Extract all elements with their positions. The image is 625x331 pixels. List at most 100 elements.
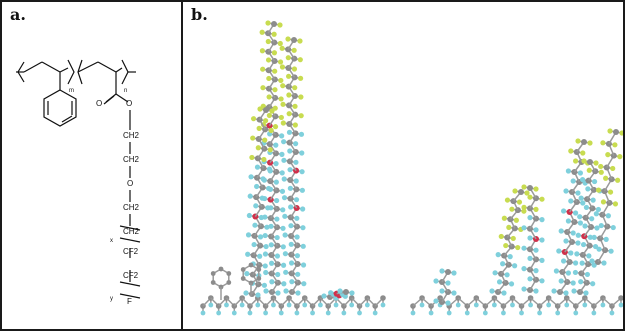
hydrogen-atom xyxy=(573,310,579,316)
hydrogen-atom xyxy=(328,290,334,296)
hydrogen-atom xyxy=(280,262,287,268)
subscript-m: m xyxy=(69,88,74,94)
hydrogen-atom xyxy=(275,290,281,296)
carbon-atom xyxy=(589,205,596,212)
fluorine-atom xyxy=(607,189,614,195)
fluorine-atom xyxy=(278,96,284,102)
hydrogen-atom xyxy=(295,271,301,277)
hydrogen-atom xyxy=(273,161,279,167)
hydrogen-atom xyxy=(561,258,567,264)
fluorine-atom xyxy=(617,154,623,160)
fluorine-atom xyxy=(612,201,619,207)
hydrogen-atom xyxy=(254,183,260,190)
hydrogen-atom xyxy=(301,281,307,287)
fluorine-atom xyxy=(286,111,292,117)
hydrogen-atom xyxy=(571,288,577,294)
hydrogen-atom xyxy=(273,142,279,148)
hydrogen-atom xyxy=(579,176,586,183)
hydrogen-atom xyxy=(216,310,222,316)
hydrogen-atom xyxy=(585,186,591,192)
hydrogen-atom xyxy=(539,237,545,243)
chain-group-3: O xyxy=(127,179,133,188)
hydrogen-atom xyxy=(280,207,286,213)
carbon-atom xyxy=(508,243,515,250)
hydrogen-atom xyxy=(455,302,461,308)
hydrogen-atom xyxy=(501,290,507,296)
hydrogen-atom xyxy=(504,272,510,278)
fluorine-atom xyxy=(278,77,284,84)
hydrogen-atom xyxy=(618,302,623,308)
hydrogen-atom xyxy=(565,168,571,174)
carbon-atom xyxy=(256,267,262,272)
hydrogen-atom xyxy=(410,310,416,316)
hydrogen-atom xyxy=(521,225,527,231)
fluorine-atom xyxy=(298,113,304,119)
hydrogen-atom xyxy=(293,159,299,165)
hydrogen-atom xyxy=(521,245,527,251)
hydrogen-atom xyxy=(265,205,271,211)
fluorine-atom xyxy=(266,94,272,100)
fluorine-atom xyxy=(278,114,284,121)
hydrogen-atom xyxy=(596,246,602,252)
carbon-atom xyxy=(226,271,232,276)
hydrogen-atom xyxy=(507,254,513,260)
hydrogen-atom xyxy=(299,187,305,193)
fluorine-atom xyxy=(615,177,621,183)
hydrogen-atom xyxy=(491,302,497,308)
hydrogen-atom xyxy=(527,255,533,261)
hydrogen-atom xyxy=(224,302,229,308)
hydrogen-atom xyxy=(293,141,299,147)
panel-b-label: b. xyxy=(191,5,208,24)
hydrogen-atom xyxy=(482,310,488,316)
hydrogen-atom xyxy=(591,310,597,316)
hydrogen-atom xyxy=(433,278,439,284)
fluorine-atom xyxy=(255,145,261,151)
chain-group-5: CH2 xyxy=(123,227,140,236)
hydrogen-atom xyxy=(428,310,434,316)
fluorine-atom xyxy=(509,206,515,212)
hydrogen-atom xyxy=(294,234,300,240)
hydrogen-atom xyxy=(533,247,539,253)
hydrogen-atom xyxy=(558,278,564,284)
hydrogen-atom xyxy=(561,208,567,214)
fluorine-atom xyxy=(573,158,579,164)
fluorine-atom xyxy=(249,154,255,161)
fluorine-atom xyxy=(598,169,604,175)
fluorine-atom xyxy=(533,186,539,192)
hydrogen-atom xyxy=(257,234,264,240)
hydrogen-atom xyxy=(464,310,470,316)
hydrogen-atom xyxy=(589,258,595,264)
hydrogen-atom xyxy=(208,302,214,308)
hydrogen-atom xyxy=(527,235,533,241)
fluorine-atom xyxy=(297,57,303,63)
hydrogen-atom xyxy=(583,290,589,296)
hydrogen-atom xyxy=(533,268,539,274)
hydrogen-atom xyxy=(539,257,545,263)
fluorine-atom xyxy=(250,135,256,141)
hydrogen-atom xyxy=(594,225,600,231)
hydrogen-atom xyxy=(572,269,579,276)
fluorine-atom xyxy=(603,175,609,181)
hydrogen-atom xyxy=(539,217,545,223)
fluorine-atom xyxy=(512,188,518,194)
hydrogen-atom xyxy=(580,241,587,248)
hydrogen-atom xyxy=(266,185,272,192)
hydrogen-atom xyxy=(501,310,506,316)
carbon-atom xyxy=(240,267,246,272)
hydrogen-atom xyxy=(263,243,269,250)
fluorine-atom xyxy=(267,147,273,153)
hydrogen-atom xyxy=(300,225,306,231)
hydrogen-atom xyxy=(298,131,305,137)
hydrogen-atom xyxy=(275,271,281,278)
hydrogen-atom xyxy=(263,288,269,294)
carbon-atom xyxy=(613,129,619,135)
fluorine-atom xyxy=(568,148,574,154)
hydrogen-atom xyxy=(445,280,451,286)
fluorine-atom xyxy=(262,137,268,143)
fluorine-atom xyxy=(610,165,616,172)
hydrogen-atom xyxy=(590,281,596,287)
hydrogen-atom xyxy=(579,260,585,266)
fluorine-atom xyxy=(279,45,285,51)
hydrogen-atom xyxy=(578,195,584,201)
fluorine-atom xyxy=(280,101,286,107)
